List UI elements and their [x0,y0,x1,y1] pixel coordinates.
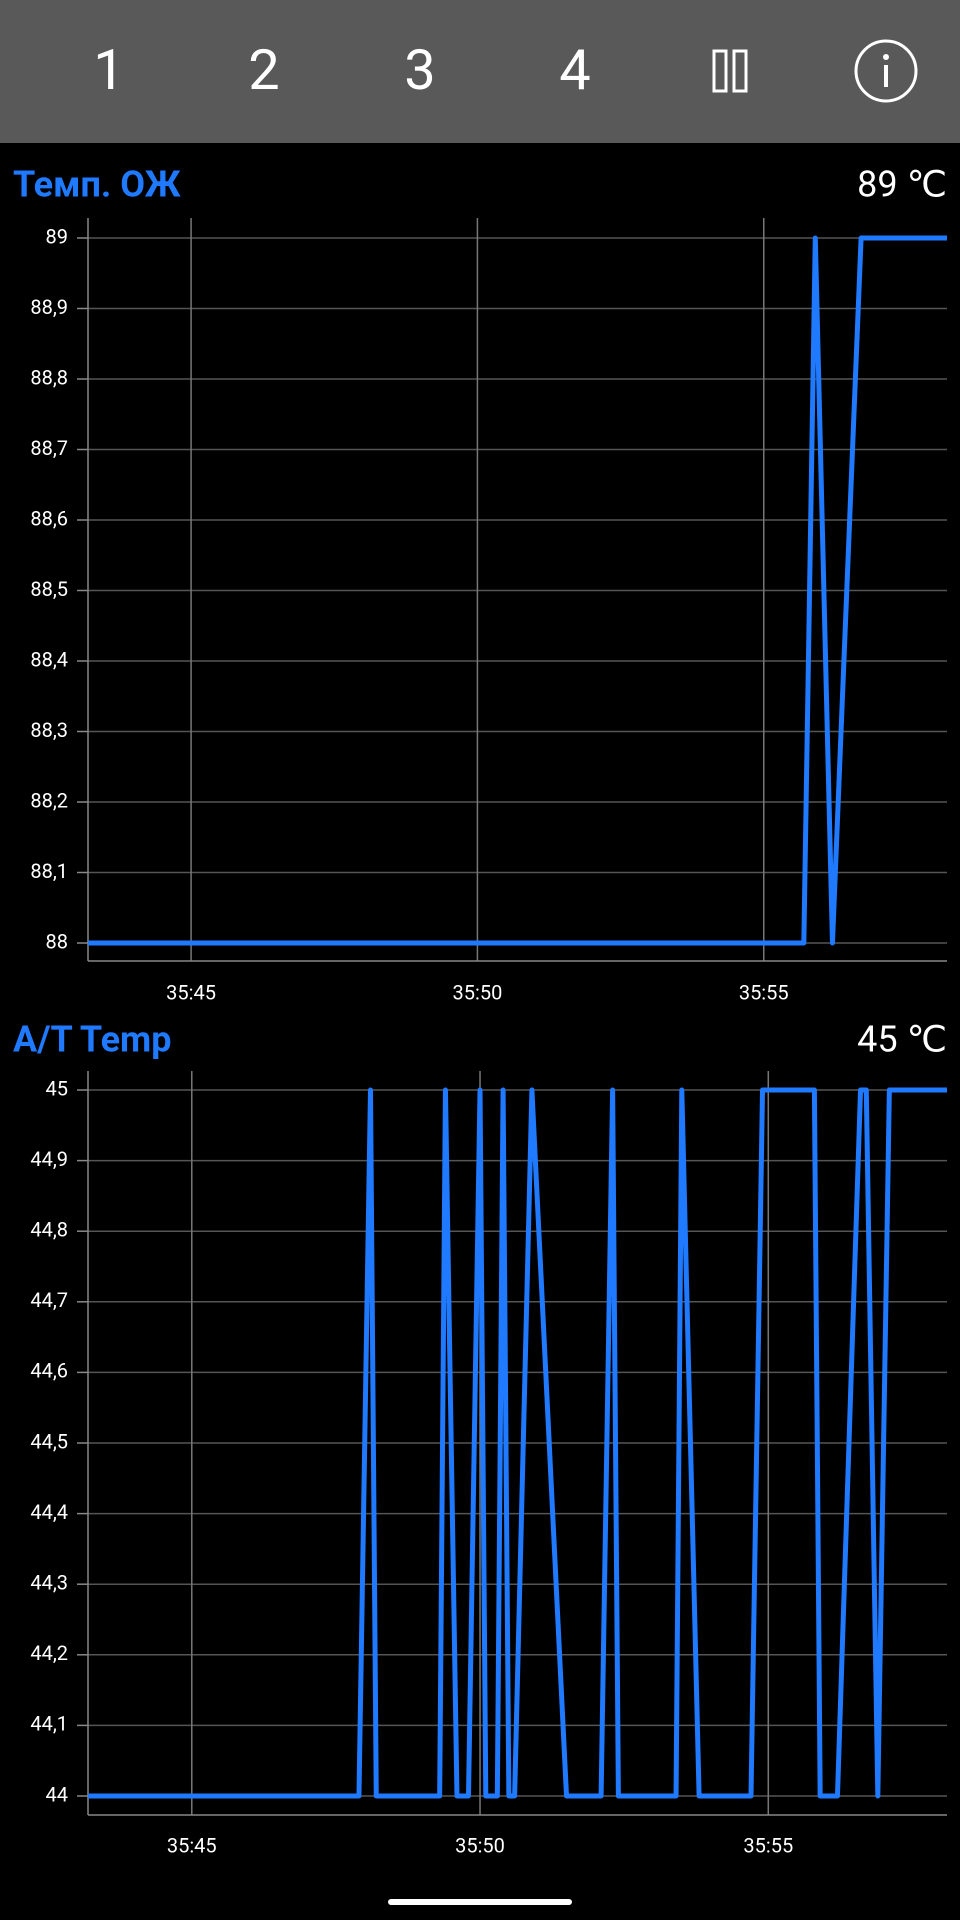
current-value: 89 ℃ [857,164,947,206]
y-tick-label: 88,9 [30,295,68,319]
y-tick-label: 88,8 [30,365,68,389]
x-tick-label: 35:55 [739,980,789,1004]
info-stem [884,65,888,87]
tab-button[interactable]: 2 [248,37,279,103]
y-tick-label: 44,8 [30,1217,68,1241]
y-tick-label: 88,1 [30,859,68,883]
y-tick-label: 44,1 [30,1712,68,1736]
tab-button[interactable]: 4 [559,37,590,103]
y-tick-label: 44,5 [30,1429,68,1453]
y-tick-label: 88,7 [30,436,68,460]
x-tick-label: 35:45 [166,980,216,1004]
y-tick-label: 88,2 [30,788,68,812]
x-tick-label: 35:50 [453,980,503,1004]
x-tick-label: 35:55 [743,1833,793,1857]
info-dot [883,54,889,60]
x-tick-label: 35:45 [167,1833,217,1857]
current-value: 45 ℃ [857,1019,947,1061]
x-tick-label: 35:50 [455,1833,505,1857]
data-line [88,235,947,946]
y-tick-label: 88,4 [30,647,68,671]
chart-title: A/T Temp [13,1019,171,1061]
y-tick-label: 44,4 [30,1500,68,1524]
pause-bar [712,49,728,93]
pause-bar [732,49,748,93]
y-tick-label: 88 [46,929,68,953]
chart-title: Темп. ОЖ [13,164,181,206]
y-tick-label: 88,5 [30,577,68,601]
y-tick-label: 44,3 [30,1570,68,1594]
y-tick-label: 44,7 [30,1288,68,1312]
y-tick-label: 45 [46,1076,68,1100]
toolbar [0,0,960,143]
y-tick-label: 44 [46,1782,68,1806]
info-circle [854,39,918,103]
tab-button[interactable]: 1 [93,37,124,103]
y-tick-label: 44,2 [30,1641,68,1665]
y-tick-label: 88,6 [30,506,68,530]
tab-button[interactable]: 3 [404,37,435,103]
home-indicator [388,1899,572,1905]
pause-button[interactable] [712,49,748,93]
info-button[interactable] [854,39,918,103]
y-tick-label: 44,6 [30,1359,68,1383]
data-line [88,1087,947,1799]
y-tick-label: 88,3 [30,718,68,742]
y-tick-label: 89 [46,224,68,248]
y-tick-label: 44,9 [30,1147,68,1171]
